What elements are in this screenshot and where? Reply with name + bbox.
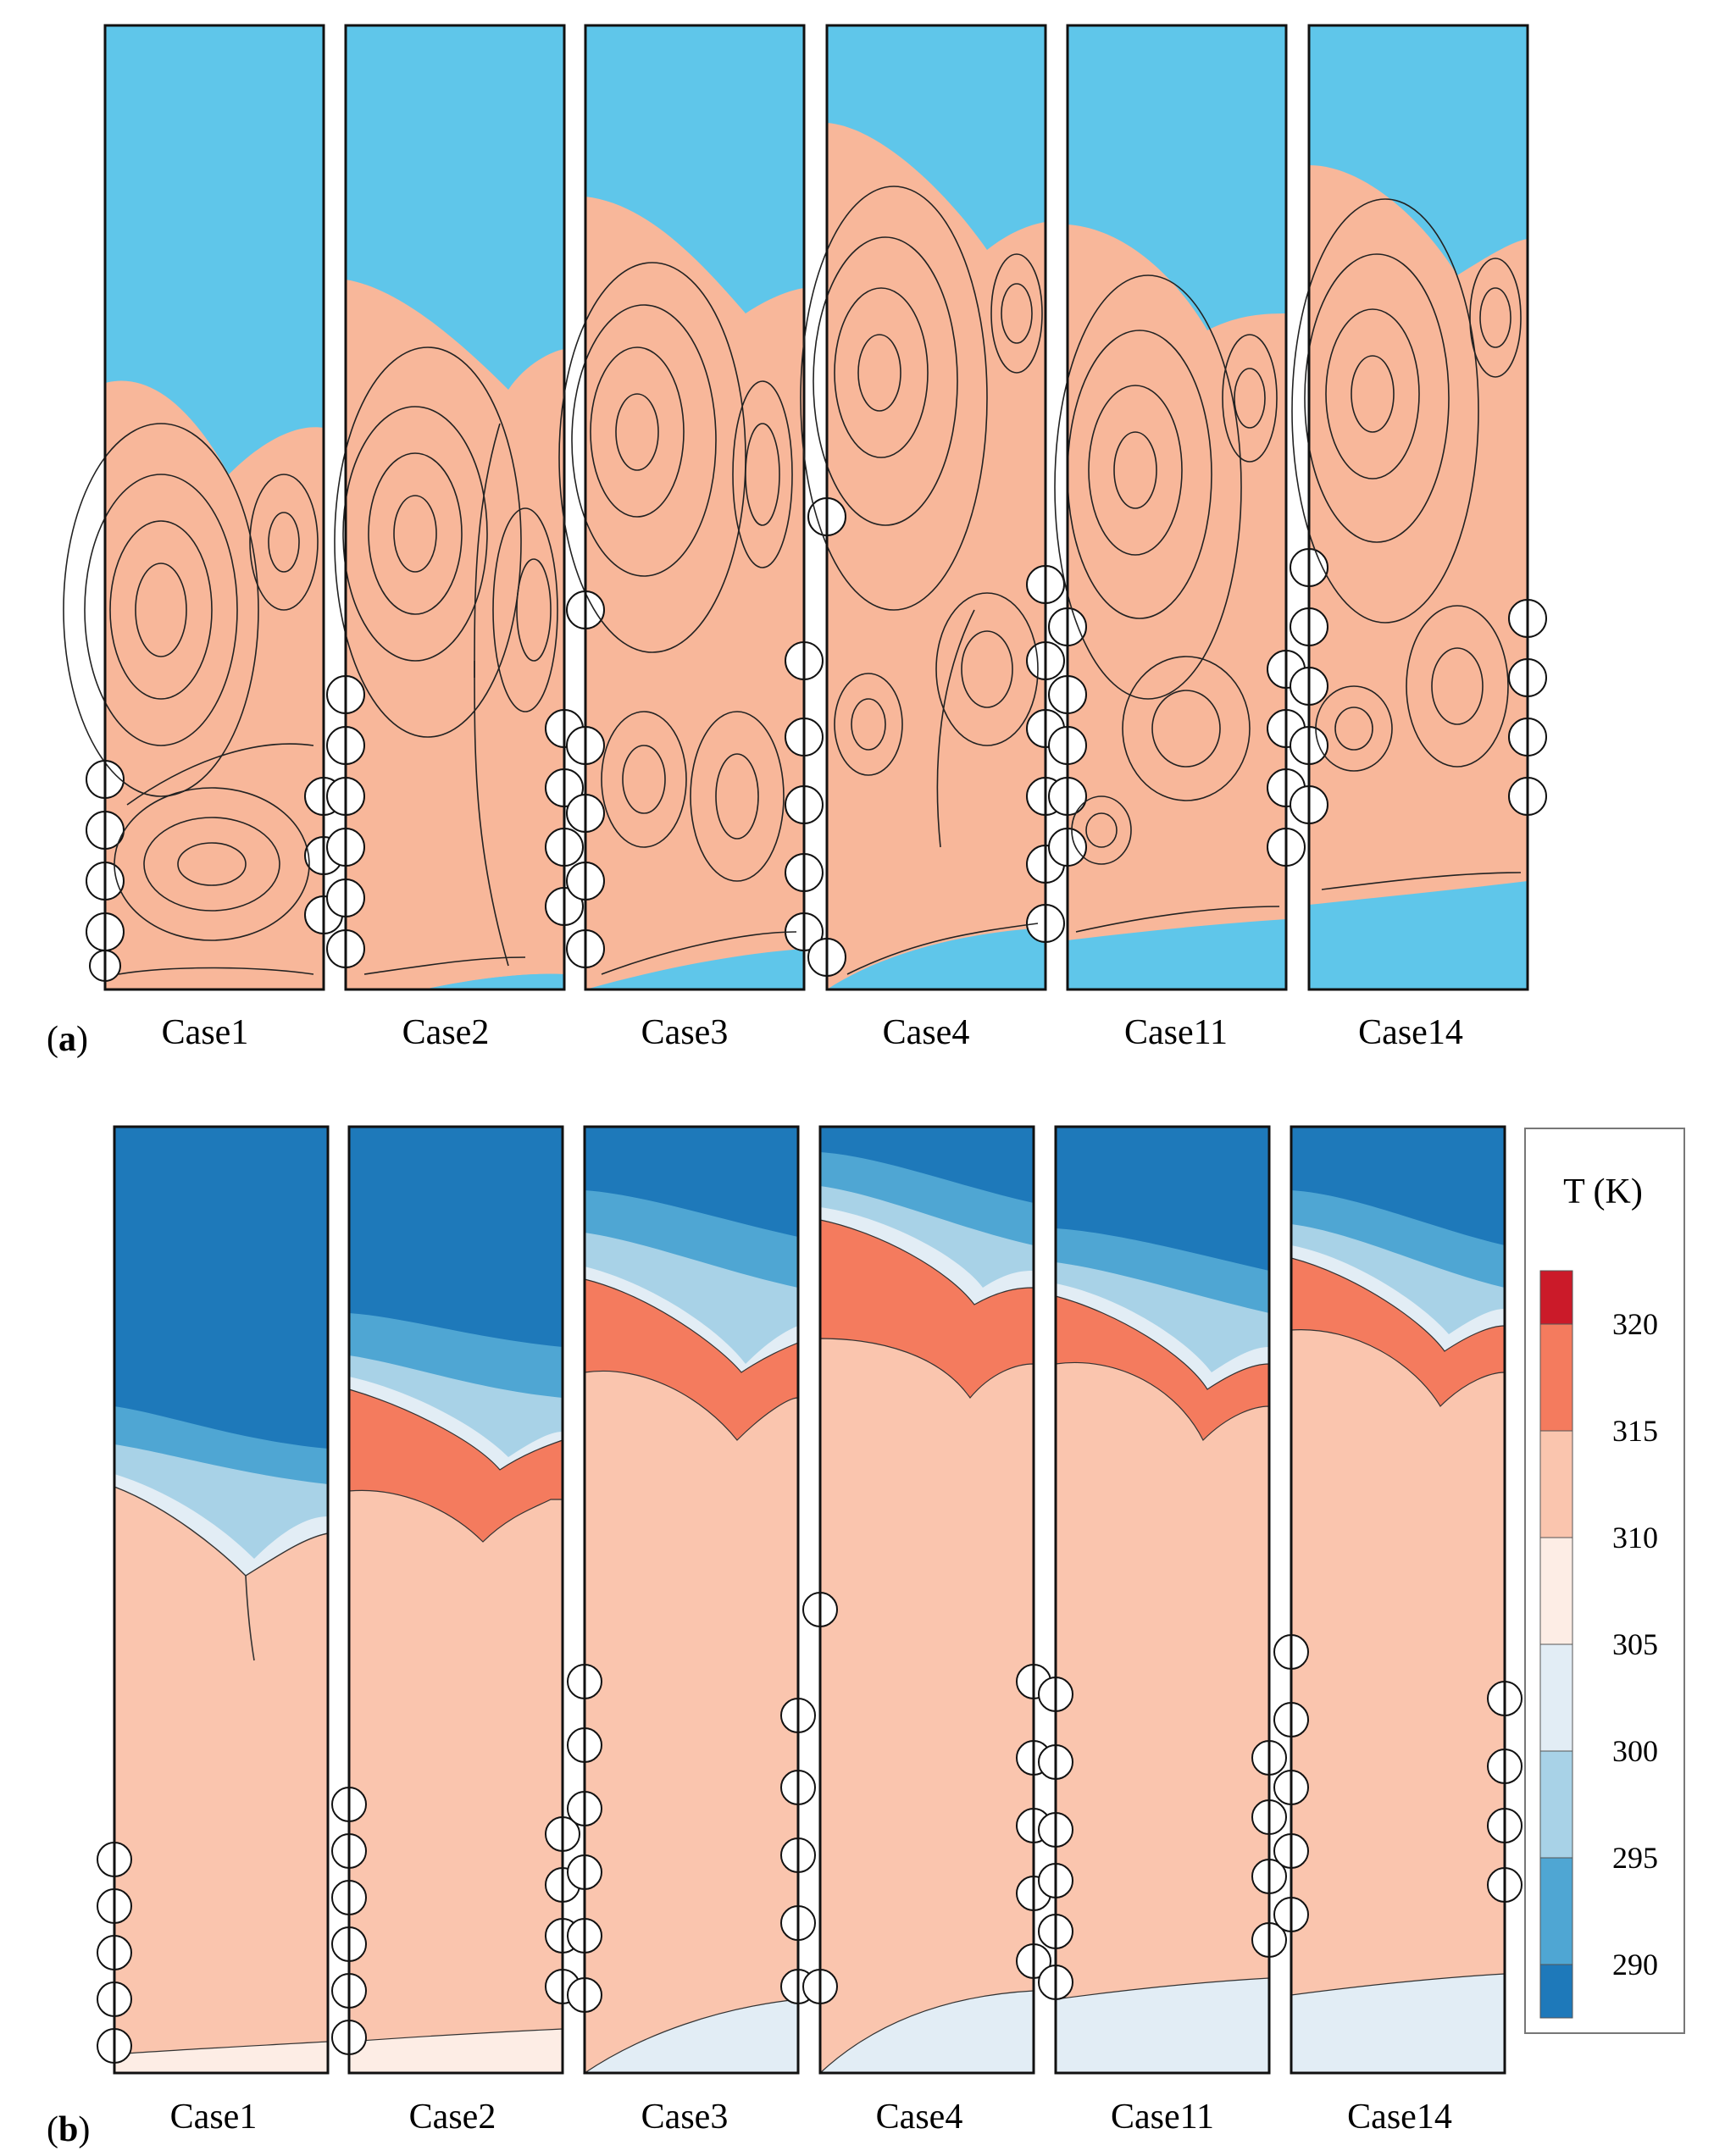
colorbar-tick-label: 290 [1612,1948,1658,1981]
colorbar-band [1539,1270,1573,1325]
panel-b-case-label: Case1 [170,2098,258,2137]
panel-a: (a) Case1 Case2 Case3 Case4 Case11 Case1… [47,24,1547,1059]
panel-a-case-label: Case11 [1124,1013,1228,1052]
panel-b-case11-plot [1038,1125,1287,2075]
panel-b-case-label: Case2 [409,2098,496,2137]
colorbar-tick-label: 310 [1612,1521,1658,1555]
colorbar-tick-label: 300 [1612,1734,1658,1768]
colorbar-bands [1539,1270,1573,2019]
colorbar-tick-label: 320 [1612,1307,1658,1341]
colorbar-band [1539,1857,1573,1965]
panel-a-case14-plot [1290,24,1547,991]
panel-b-case-label: Case11 [1111,2098,1214,2137]
colorbar-tick-label: 295 [1612,1841,1658,1875]
panel-b-case-label: Case3 [641,2098,729,2137]
panel-b-case-label: Case14 [1347,2098,1452,2137]
temperature-colorbar: T (K) 320 315 310 305 300 295 290 [1524,1128,1685,2034]
panel-b-case1-plot [97,1125,330,2075]
panel-a-case1-plot [63,24,343,991]
panel-b: T (K) 320 315 310 305 300 295 290 (b) Case1 Ca… [47,1125,1685,2149]
colorbar-tick-label: 305 [1612,1627,1658,1661]
panel-a-case-label: Case4 [883,1013,970,1052]
colorbar-band [1539,1643,1573,1752]
panel-a-case11-plot [1048,24,1306,991]
colorbar-band [1539,1750,1573,1859]
panel-a-case4-plot [800,24,1065,991]
panel-b-case14-plot [1273,1125,1523,2075]
colorbar-tick-labels: 320 315 310 305 300 295 290 [1612,1307,1658,1981]
panel-b-case-label: Case4 [876,2098,963,2137]
panel-a-case-label: Case1 [162,1013,249,1052]
panel-a-label: (a) [47,1020,88,1059]
colorbar-band [1539,1964,1573,2019]
panel-b-case4-plot [802,1125,1051,2075]
panel-b-label: (b) [47,2110,90,2149]
panel-b-case2-plot [331,1125,580,2075]
colorbar-band [1539,1323,1573,1432]
panel-a-case3-plot [558,24,824,991]
colorbar-band [1539,1537,1573,1645]
colorbar-title: T (K) [1563,1172,1643,1211]
colorbar-band [1539,1430,1573,1538]
colorbar-tick-label: 315 [1612,1414,1658,1448]
panel-a-case2-plot [326,24,584,991]
panel-a-case-label: Case14 [1358,1013,1463,1052]
panel-b-case3-plot [567,1125,816,2075]
panel-a-case-label: Case2 [402,1013,490,1052]
panel-a-case-label: Case3 [641,1013,729,1052]
